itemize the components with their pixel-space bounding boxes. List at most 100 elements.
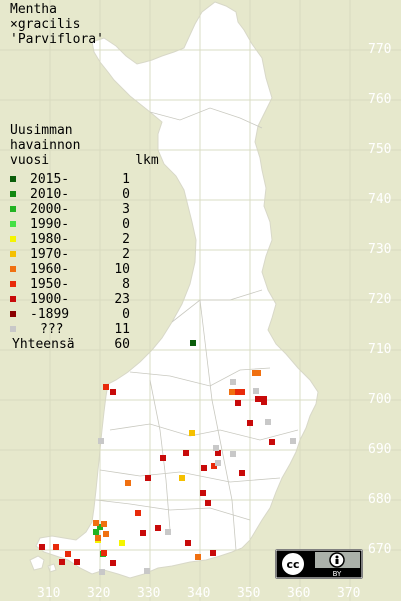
observation-square <box>247 420 253 426</box>
observation-square <box>93 520 99 526</box>
observation-square <box>215 450 221 456</box>
svg-text:BY: BY <box>333 570 342 578</box>
legend-swatch <box>10 176 16 182</box>
observation-square <box>144 568 150 574</box>
observation-square <box>140 530 146 536</box>
legend-swatch <box>10 236 16 242</box>
x-tick-label: 350 <box>237 586 261 601</box>
observation-square <box>190 340 196 346</box>
observation-square <box>125 480 131 486</box>
y-tick-label: 700 <box>368 392 392 407</box>
observation-square <box>290 438 296 444</box>
legend-swatch <box>10 326 16 332</box>
observation-square <box>179 475 185 481</box>
legend-heading: Uusimman havainnon vuosi lkm <box>10 123 159 168</box>
observation-square <box>261 399 267 405</box>
finland-outline <box>35 1 319 579</box>
y-tick-label: 750 <box>368 142 392 157</box>
observation-square <box>235 400 241 406</box>
observation-square <box>99 569 105 575</box>
x-tick-label: 340 <box>187 586 211 601</box>
legend: 2015- 1 2010- 0 2000- 3 1990- 0 1980- 2 1970- 2 1960… <box>10 172 145 337</box>
cc-icon: cc <box>280 551 306 577</box>
observation-square <box>160 455 166 461</box>
observation-square <box>101 550 107 556</box>
legend-count: 0 <box>122 187 130 202</box>
observation-square <box>110 560 116 566</box>
legend-count: 0 <box>122 307 130 322</box>
y-tick-label: 680 <box>368 492 392 507</box>
legend-swatch <box>10 206 16 212</box>
legend-count: 11 <box>114 322 130 337</box>
species-title: Mentha ×gracilis 'Parviflora' <box>10 2 104 47</box>
legend-row: 1960- 10 <box>10 262 145 277</box>
legend-row: 2000- 3 <box>10 202 145 217</box>
attribution-icon <box>329 552 345 568</box>
observation-square <box>210 550 216 556</box>
observation-square <box>110 389 116 395</box>
legend-label: 2010- <box>30 187 70 202</box>
legend-swatch <box>10 296 16 302</box>
observation-square <box>229 389 235 395</box>
legend-label: 1980- <box>30 232 70 247</box>
y-tick-label: 690 <box>368 442 392 457</box>
observation-square <box>101 521 107 527</box>
observation-square <box>165 529 171 535</box>
observation-square <box>93 529 99 535</box>
legend-label: ??? <box>40 322 64 337</box>
observation-square <box>205 500 211 506</box>
observation-square <box>189 430 195 436</box>
legend-row: 1970- 2 <box>10 247 145 262</box>
legend-label: 1900- <box>30 292 70 307</box>
y-tick-label: 770 <box>368 42 392 57</box>
legend-label: 1950- <box>30 277 70 292</box>
legend-label: -1899 <box>30 307 70 322</box>
observation-square <box>103 384 109 390</box>
observation-square <box>230 451 236 457</box>
observation-square <box>155 525 161 531</box>
y-tick-label: 740 <box>368 192 392 207</box>
legend-swatch <box>10 311 16 317</box>
observation-square <box>230 379 236 385</box>
y-tick-label: 760 <box>368 92 392 107</box>
x-tick-label: 360 <box>287 586 311 601</box>
legend-label: 1990- <box>30 217 70 232</box>
cc-by-badge: cc BY <box>275 549 363 579</box>
observation-square <box>211 463 217 469</box>
observation-square <box>255 370 261 376</box>
legend-row: 1900- 23 <box>10 292 145 307</box>
observation-square <box>183 450 189 456</box>
legend-swatch <box>10 281 16 287</box>
legend-row: ??? 11 <box>10 322 145 337</box>
legend-label: 2000- <box>30 202 70 217</box>
legend-count: 2 <box>122 232 130 247</box>
legend-label: 2015- <box>30 172 70 187</box>
observation-square <box>235 389 241 395</box>
observation-square <box>98 438 104 444</box>
observation-square <box>39 544 45 550</box>
legend-count: 8 <box>122 277 130 292</box>
legend-row: -1899 0 <box>10 307 145 322</box>
y-tick-label: 730 <box>368 242 392 257</box>
legend-count: 0 <box>122 217 130 232</box>
legend-row: 2010- 0 <box>10 187 145 202</box>
legend-label: 1960- <box>30 262 70 277</box>
observation-square <box>255 396 261 402</box>
legend-count: 3 <box>122 202 130 217</box>
observation-square <box>103 531 109 537</box>
observation-square <box>74 559 80 565</box>
legend-count: 23 <box>114 292 130 307</box>
x-tick-label: 310 <box>37 586 61 601</box>
legend-row: 1950- 8 <box>10 277 145 292</box>
observation-square <box>213 445 219 451</box>
legend-swatch <box>10 191 16 197</box>
observation-square <box>185 540 191 546</box>
legend-swatch <box>10 251 16 257</box>
y-tick-label: 670 <box>368 542 392 557</box>
legend-swatch <box>10 266 16 272</box>
observation-square <box>97 524 103 530</box>
observation-square <box>135 510 141 516</box>
legend-row: 2015- 1 <box>10 172 145 187</box>
observation-square <box>253 388 259 394</box>
